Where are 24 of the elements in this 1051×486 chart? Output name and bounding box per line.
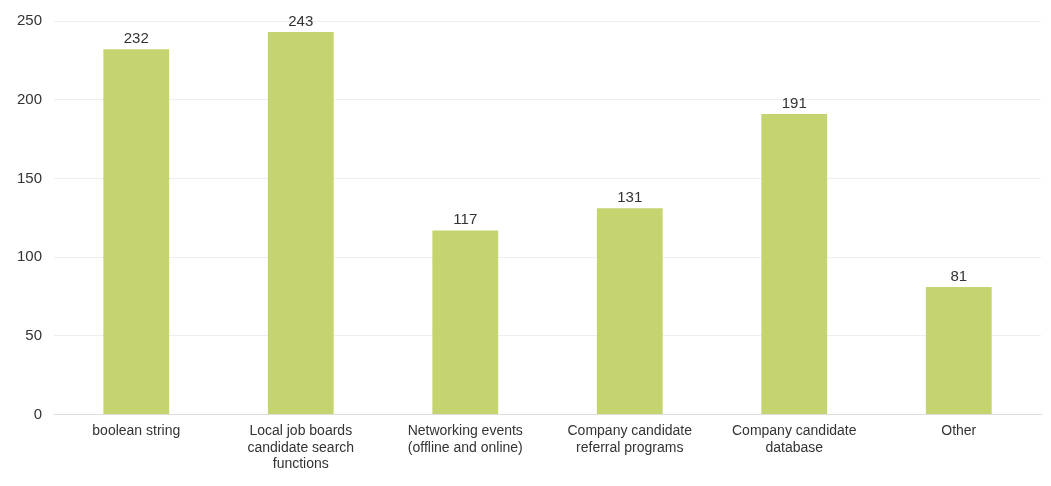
y-tick-label: 50 [25,326,43,344]
bar [925,287,992,415]
y-tick-label: 150 [17,168,43,186]
x-tick-label: Local job boards candidate search functions [247,421,355,472]
x-tick-label: boolean string [92,421,181,438]
data-label: 117 [453,210,478,228]
bar [761,113,828,415]
data-label: 232 [123,28,149,46]
bar [103,49,170,415]
data-label: 243 [288,11,314,29]
x-tick-label: Networking events (offline and online) [407,421,523,455]
y-tick-label: 250 [17,11,43,29]
x-tick-label: Other [941,421,977,438]
x-tick-label: Company candidate database [731,421,857,455]
y-tick-label: 100 [17,247,43,265]
y-tick-label: 200 [17,89,43,107]
bar [596,208,663,415]
x-tick-label: Company candidate referral programs [567,421,693,455]
bar [432,230,499,415]
y-tick-label: 0 [33,404,43,422]
bar [267,32,334,415]
data-label: 81 [950,266,968,284]
data-label: 191 [781,93,807,111]
data-label: 131 [617,187,643,205]
